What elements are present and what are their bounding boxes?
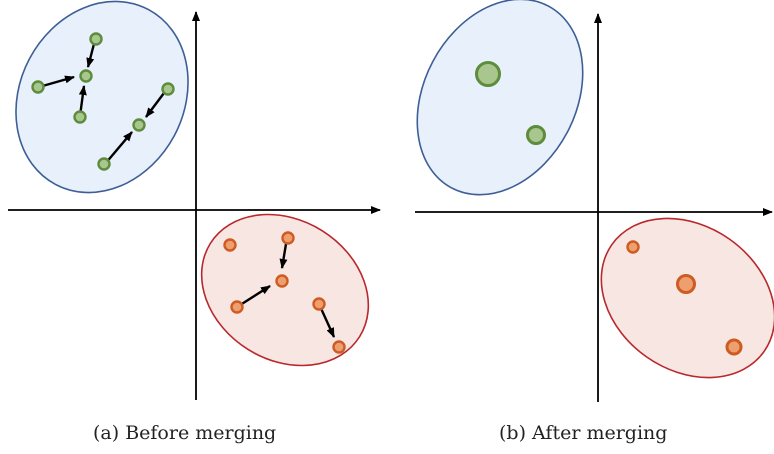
green-point xyxy=(97,157,111,171)
merged-orange-point xyxy=(626,240,640,254)
orange-point xyxy=(223,238,237,252)
green-point xyxy=(161,82,175,96)
merge-arrow xyxy=(104,131,133,165)
green-point xyxy=(89,32,103,46)
green-point xyxy=(31,80,45,94)
orange-point xyxy=(230,300,244,314)
blue-cluster-region xyxy=(416,0,584,196)
orange-point xyxy=(312,297,326,311)
panel-after-merging xyxy=(415,0,774,402)
blue-cluster-region xyxy=(15,0,189,194)
merged-green-point xyxy=(475,61,501,87)
orange-point xyxy=(275,274,289,288)
merge-arrow xyxy=(38,75,75,89)
green-point xyxy=(79,69,93,83)
orange-point xyxy=(281,231,295,245)
caption-after-merging: (b) After merging xyxy=(499,422,668,444)
red-cluster-region xyxy=(600,217,774,379)
merged-orange-point xyxy=(676,274,696,294)
caption-before-merging: (a) Before merging xyxy=(93,422,277,444)
red-cluster-region xyxy=(200,213,370,367)
orange-point xyxy=(332,340,346,354)
merged-green-point xyxy=(526,125,546,145)
green-point xyxy=(73,110,87,124)
green-point xyxy=(132,118,146,132)
merged-orange-point xyxy=(725,338,743,356)
panel-before-merging xyxy=(8,0,381,400)
